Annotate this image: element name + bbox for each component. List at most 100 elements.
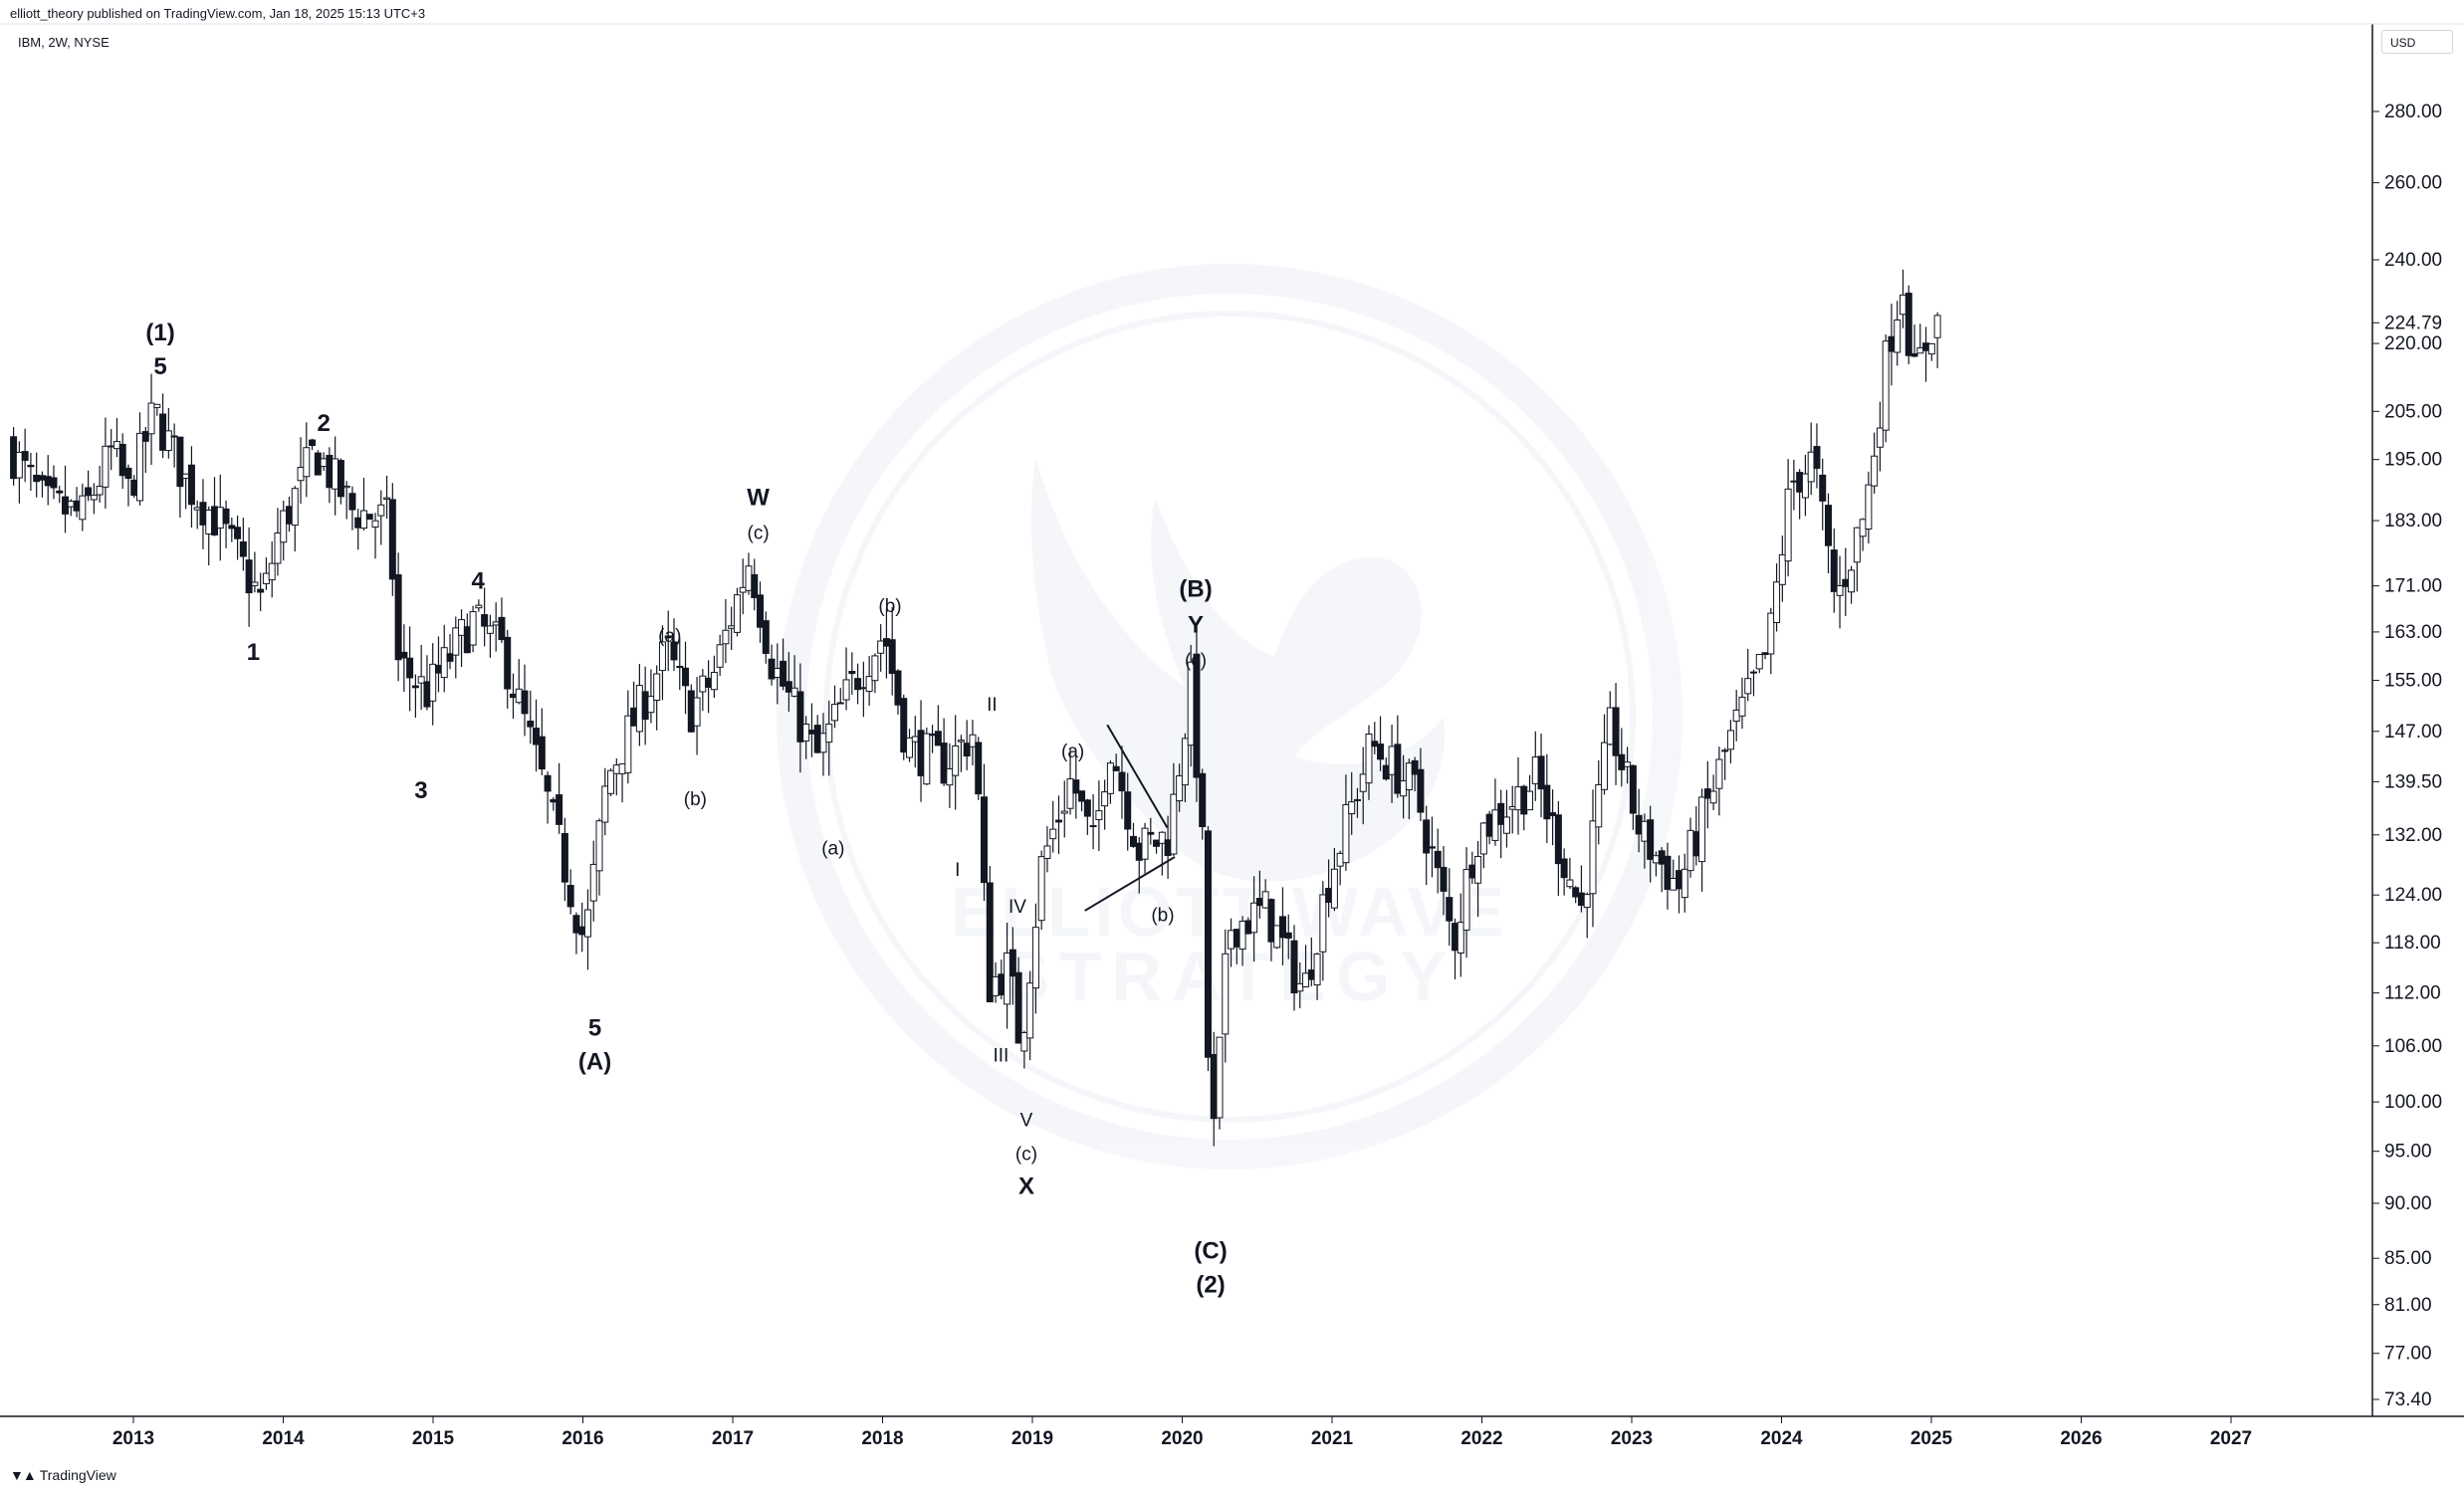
- candle: [394, 552, 402, 682]
- candle: [1411, 756, 1419, 792]
- candle: [187, 446, 195, 529]
- time-tick-label: 2020: [1161, 1428, 1203, 1449]
- wave-label: (c): [1185, 651, 1207, 672]
- candle: [228, 517, 236, 542]
- time-tick-label: 2027: [2210, 1428, 2252, 1449]
- candle: [1853, 527, 1861, 592]
- candle: [85, 470, 93, 502]
- candle: [458, 609, 466, 667]
- candle: [515, 659, 523, 705]
- candle: [1417, 747, 1425, 822]
- candle: [1526, 774, 1534, 811]
- trendline[interactable]: [1106, 724, 1169, 828]
- candle: [159, 393, 167, 459]
- price-tick-label: 139.50: [2384, 771, 2442, 792]
- candle: [27, 452, 35, 492]
- candle: [1365, 725, 1373, 800]
- candle: [1796, 469, 1804, 520]
- candle: [1078, 790, 1086, 812]
- candle: [831, 685, 839, 729]
- candle: [383, 475, 391, 520]
- candle: [986, 865, 994, 1003]
- candle: [1744, 648, 1752, 702]
- candle: [1676, 855, 1683, 914]
- candle: [1083, 798, 1091, 835]
- candle: [257, 572, 265, 612]
- price-tick-label: 195.00: [2384, 450, 2442, 471]
- candle: [112, 417, 120, 458]
- footer-brand[interactable]: ▼▲ TradingView: [10, 1467, 116, 1483]
- candle: [1819, 458, 1827, 531]
- tradingview-logo-icon: ▼▲: [10, 1467, 37, 1483]
- candle: [1296, 961, 1304, 1008]
- candle: [871, 653, 879, 694]
- candle: [560, 817, 568, 902]
- candle: [963, 720, 971, 770]
- wave-label: 1: [247, 639, 260, 666]
- candle: [1670, 859, 1678, 891]
- candle: [1054, 795, 1062, 855]
- candle: [1423, 805, 1431, 886]
- candle: [371, 513, 379, 559]
- candle: [1284, 914, 1292, 959]
- candle: [716, 634, 724, 676]
- trendline[interactable]: [1084, 856, 1176, 912]
- candle: [751, 558, 759, 611]
- candle: [354, 509, 362, 550]
- wave-label: W: [747, 484, 770, 511]
- candle: [463, 613, 471, 654]
- candle: [1904, 285, 1912, 364]
- candle: [1698, 788, 1706, 892]
- wave-label: (C): [1194, 1238, 1227, 1265]
- symbol-info: IBM, 2W, NYSE: [18, 35, 110, 50]
- watermark-ring-inner: [823, 311, 1636, 1123]
- candle: [865, 656, 873, 706]
- currency-selector[interactable]: USD: [2381, 30, 2453, 54]
- candle: [780, 638, 787, 691]
- candle: [1060, 780, 1068, 838]
- candle: [1210, 1031, 1218, 1147]
- candle: [1692, 806, 1700, 866]
- candle: [193, 500, 201, 530]
- wave-label: (b): [1151, 905, 1174, 926]
- candle: [434, 636, 442, 693]
- candle: [1170, 762, 1178, 856]
- candle: [124, 464, 132, 507]
- candle: [1876, 401, 1884, 472]
- candle: [251, 551, 259, 593]
- candle: [1750, 669, 1758, 697]
- candle: [388, 483, 396, 596]
- candle: [108, 429, 115, 471]
- candle: [326, 447, 334, 504]
- price-tick-label: 77.00: [2384, 1344, 2432, 1365]
- candle: [320, 452, 328, 472]
- time-axis[interactable]: 2013 2014 2015 2016 2017 2018 2019 2020 2021 2022…: [112, 1416, 2252, 1449]
- price-tick-label: 183.00: [2384, 511, 2442, 532]
- candle: [274, 508, 282, 576]
- candle: [1405, 758, 1413, 820]
- candle: [1095, 780, 1103, 852]
- candle: [670, 618, 678, 671]
- price-tick-label: 155.00: [2384, 671, 2442, 692]
- time-tick-label: 2025: [1910, 1428, 1953, 1449]
- candle: [1377, 716, 1385, 771]
- candle: [33, 452, 41, 498]
- candle: [1072, 753, 1080, 819]
- candle: [1618, 728, 1626, 787]
- candle: [693, 677, 701, 755]
- candle: [411, 674, 419, 719]
- candle: [1566, 857, 1574, 889]
- candle: [946, 743, 954, 808]
- candle: [929, 725, 937, 753]
- candle: [1871, 432, 1879, 494]
- candle: [618, 763, 626, 803]
- footer-brand-label: TradingView: [39, 1467, 116, 1483]
- candle: [1899, 269, 1906, 328]
- candle: [1020, 1030, 1028, 1069]
- candle: [1629, 764, 1637, 830]
- candle: [1922, 326, 1930, 382]
- candle: [205, 506, 213, 566]
- candle: [216, 474, 224, 561]
